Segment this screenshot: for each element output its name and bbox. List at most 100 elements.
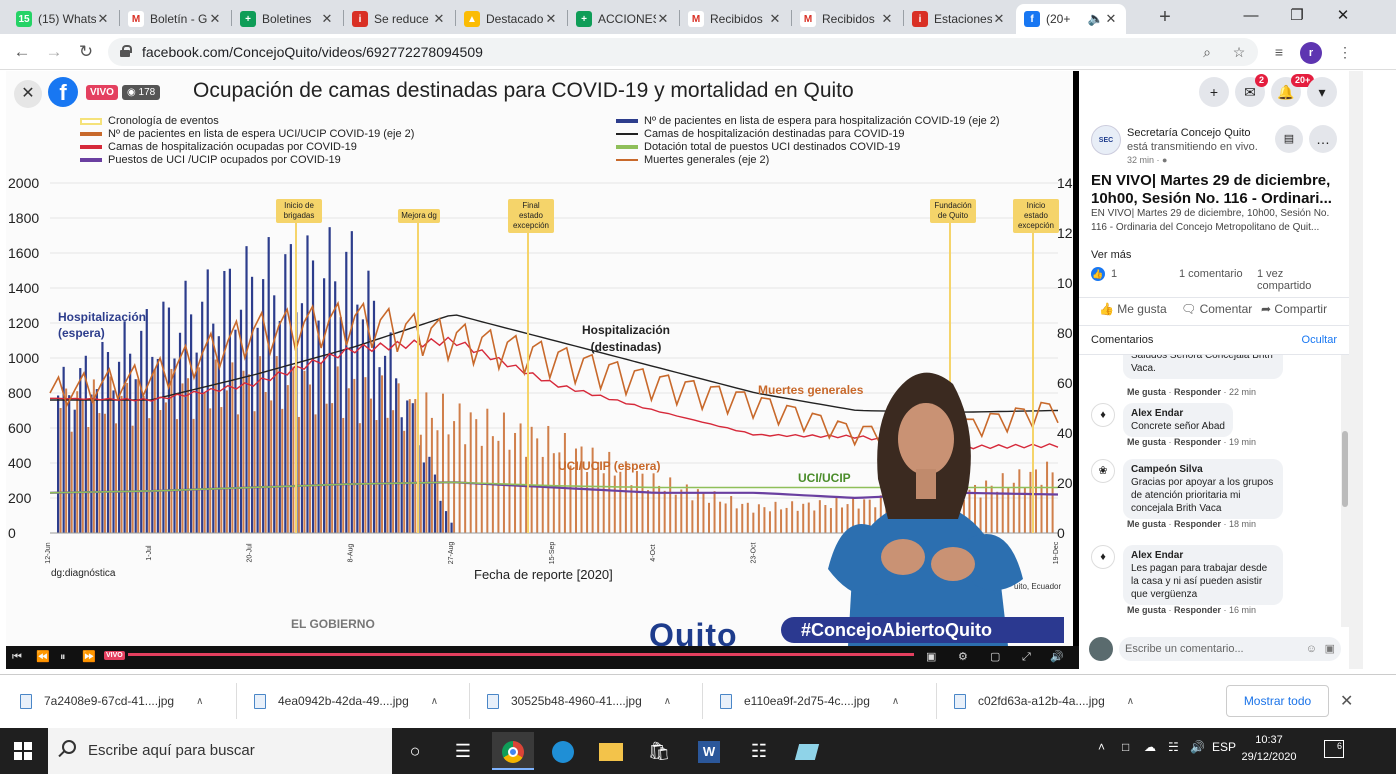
- browser-tab[interactable]: f (20+ 🔈 ✕: [1016, 4, 1126, 34]
- comment-like-link[interactable]: Me gusta: [1127, 605, 1167, 615]
- close-tab-icon[interactable]: ✕: [881, 11, 893, 26]
- skip-back-icon[interactable]: ⏮: [12, 651, 22, 663]
- comment-like-link[interactable]: Me gusta: [1127, 519, 1167, 529]
- address-bar[interactable]: facebook.com/ConcejoQuito/videos/6927722…: [108, 38, 1258, 66]
- task-view-icon[interactable]: ☰: [454, 741, 472, 761]
- cloud-icon[interactable]: ☁: [1144, 740, 1156, 754]
- chevron-up-icon[interactable]: ∧: [430, 695, 439, 707]
- comments-scrollbar[interactable]: [1341, 355, 1349, 627]
- reload-icon[interactable]: ↻: [78, 42, 94, 61]
- close-tab-icon[interactable]: ✕: [433, 11, 445, 26]
- bookmark-star-icon[interactable]: ☆: [1232, 44, 1246, 60]
- media-app-icon[interactable]: ☷: [750, 741, 768, 761]
- see-more-link[interactable]: Ver más: [1091, 249, 1132, 261]
- close-tab-icon[interactable]: ✕: [209, 11, 221, 26]
- tray-device-icon[interactable]: □: [1122, 740, 1130, 754]
- comment-like-link[interactable]: Me gusta: [1127, 437, 1167, 447]
- fast-forward-icon[interactable]: ⏩: [82, 651, 96, 663]
- chevron-up-icon[interactable]: ∧: [196, 695, 204, 707]
- post-author[interactable]: Secretaría Concejo Quito: [1127, 127, 1251, 139]
- create-plus-icon[interactable]: +: [1199, 77, 1229, 107]
- author-avatar[interactable]: SEC: [1091, 125, 1121, 155]
- like-button[interactable]: 👍 Me gusta: [1099, 302, 1167, 316]
- notification-center-icon[interactable]: 6: [1324, 740, 1344, 758]
- comments-count[interactable]: 1 comentario: [1179, 268, 1243, 280]
- taskbar-clock[interactable]: 10:37 29/12/2020: [1238, 732, 1300, 766]
- close-tab-icon[interactable]: ✕: [545, 11, 557, 26]
- url-text[interactable]: facebook.com/ConcejoQuito/videos/6927722…: [142, 44, 483, 60]
- close-tab-icon[interactable]: ✕: [657, 11, 669, 26]
- comment-button[interactable]: 🗨 Comentar: [1181, 302, 1252, 316]
- windows-start-icon[interactable]: [14, 742, 32, 760]
- word-icon[interactable]: W: [688, 732, 730, 770]
- file-explorer-icon[interactable]: [590, 732, 632, 770]
- close-window-button[interactable]: ✕: [1336, 7, 1350, 24]
- account-menu-icon[interactable]: ▾: [1307, 77, 1337, 107]
- commenter-name[interactable]: Alex Endar: [1131, 408, 1184, 419]
- commenter-avatar[interactable]: ❀: [1091, 459, 1115, 483]
- browser-tab[interactable]: 15 (15) WhatsApp✕: [8, 4, 118, 34]
- post-more-icon[interactable]: …: [1309, 125, 1337, 153]
- chevron-up-icon[interactable]: ∧: [663, 695, 672, 707]
- close-video-icon[interactable]: ✕: [14, 80, 42, 108]
- chevron-up-icon[interactable]: ∧: [1126, 695, 1135, 707]
- comment-time[interactable]: 19 min: [1229, 437, 1257, 447]
- browser-tab[interactable]: + Boletines ✕: [232, 4, 342, 34]
- browser-menu-icon[interactable]: ⋮: [1338, 44, 1352, 60]
- browser-tab[interactable]: M Boletín - Gmail✕: [120, 4, 230, 34]
- pinned-app-icon[interactable]: [786, 732, 828, 770]
- comment-time[interactable]: 22 min: [1229, 387, 1257, 397]
- download-item[interactable]: e110ea9f-2d75-4c....jpg ∧: [720, 690, 899, 712]
- close-tab-icon[interactable]: ✕: [97, 11, 109, 26]
- comment-time[interactable]: 16 min: [1229, 605, 1257, 615]
- wifi-icon[interactable]: ☵: [1168, 740, 1179, 754]
- new-tab-button[interactable]: +: [1159, 6, 1171, 28]
- back-icon[interactable]: ←: [13, 42, 31, 61]
- browser-tab[interactable]: i Estaciones ✕: [904, 4, 1014, 34]
- comment-reply-link[interactable]: Responder: [1174, 605, 1222, 615]
- speaker-icon[interactable]: 🔈: [1087, 11, 1104, 26]
- fullscreen-icon[interactable]: ⤢: [1022, 651, 1031, 663]
- captions-icon[interactable]: ▣: [926, 651, 937, 663]
- hide-comments-link[interactable]: Ocultar: [1301, 334, 1337, 346]
- reading-list-icon[interactable]: ≡: [1274, 44, 1284, 60]
- lock-icon[interactable]: [120, 45, 132, 57]
- comment-like-link[interactable]: Me gusta: [1127, 387, 1167, 397]
- close-tab-icon[interactable]: ✕: [993, 11, 1005, 26]
- cortana-icon[interactable]: ○: [409, 741, 421, 761]
- scroll-thumb[interactable]: [1342, 431, 1348, 507]
- settings-gear-icon[interactable]: ⚙: [958, 651, 968, 663]
- browser-tab[interactable]: ▲ Destacado ✕: [456, 4, 566, 34]
- rewind-icon[interactable]: ⏪: [36, 651, 50, 663]
- pip-icon[interactable]: ▢: [990, 651, 1001, 663]
- edge-icon[interactable]: [542, 732, 584, 770]
- volume-icon[interactable]: 🔊: [1050, 651, 1064, 663]
- taskbar-search[interactable]: Escribe aquí para buscar: [48, 728, 392, 774]
- video-player[interactable]: ✕ f VIVO ◉ 178 Ocupación de camas destin…: [6, 71, 1079, 669]
- close-tab-icon[interactable]: ✕: [769, 11, 781, 26]
- store-icon[interactable]: 🛍: [647, 741, 671, 761]
- user-avatar[interactable]: [1089, 637, 1113, 661]
- profile-avatar[interactable]: r: [1300, 42, 1322, 64]
- comment-reply-link[interactable]: Responder: [1174, 519, 1222, 529]
- comment-reply-link[interactable]: Responder: [1174, 387, 1222, 397]
- like-reaction-icon[interactable]: 👍: [1091, 267, 1105, 281]
- volume-tray-icon[interactable]: 🔊: [1190, 740, 1205, 754]
- share-button[interactable]: ➦ Compartir: [1261, 302, 1327, 316]
- likes-count[interactable]: 1: [1111, 268, 1118, 280]
- close-download-bar-icon[interactable]: ✕: [1340, 693, 1354, 710]
- download-item[interactable]: 7a2408e9-67cd-41....jpg ∧: [20, 690, 203, 712]
- save-post-icon[interactable]: ▤: [1275, 125, 1303, 153]
- emoji-icon[interactable]: ☺: [1305, 643, 1317, 655]
- show-all-downloads-button[interactable]: Mostrar todo: [1226, 685, 1329, 717]
- maximize-button[interactable]: ❐: [1290, 7, 1304, 24]
- download-item[interactable]: 4ea0942b-42da-49....jpg ∧: [254, 690, 438, 712]
- browser-tab[interactable]: + ACCIONES ✕: [568, 4, 678, 34]
- facebook-logo-icon[interactable]: f: [48, 77, 78, 107]
- browser-tab[interactable]: M Recibidos ✕: [792, 4, 902, 34]
- chrome-icon[interactable]: [492, 732, 534, 770]
- comment-reply-link[interactable]: Responder: [1174, 437, 1222, 447]
- comment-input[interactable]: Escribe un comentario... ☺ ▣: [1119, 637, 1341, 661]
- page-scrollbar[interactable]: [1349, 71, 1363, 669]
- commenter-avatar[interactable]: ♦: [1091, 545, 1115, 569]
